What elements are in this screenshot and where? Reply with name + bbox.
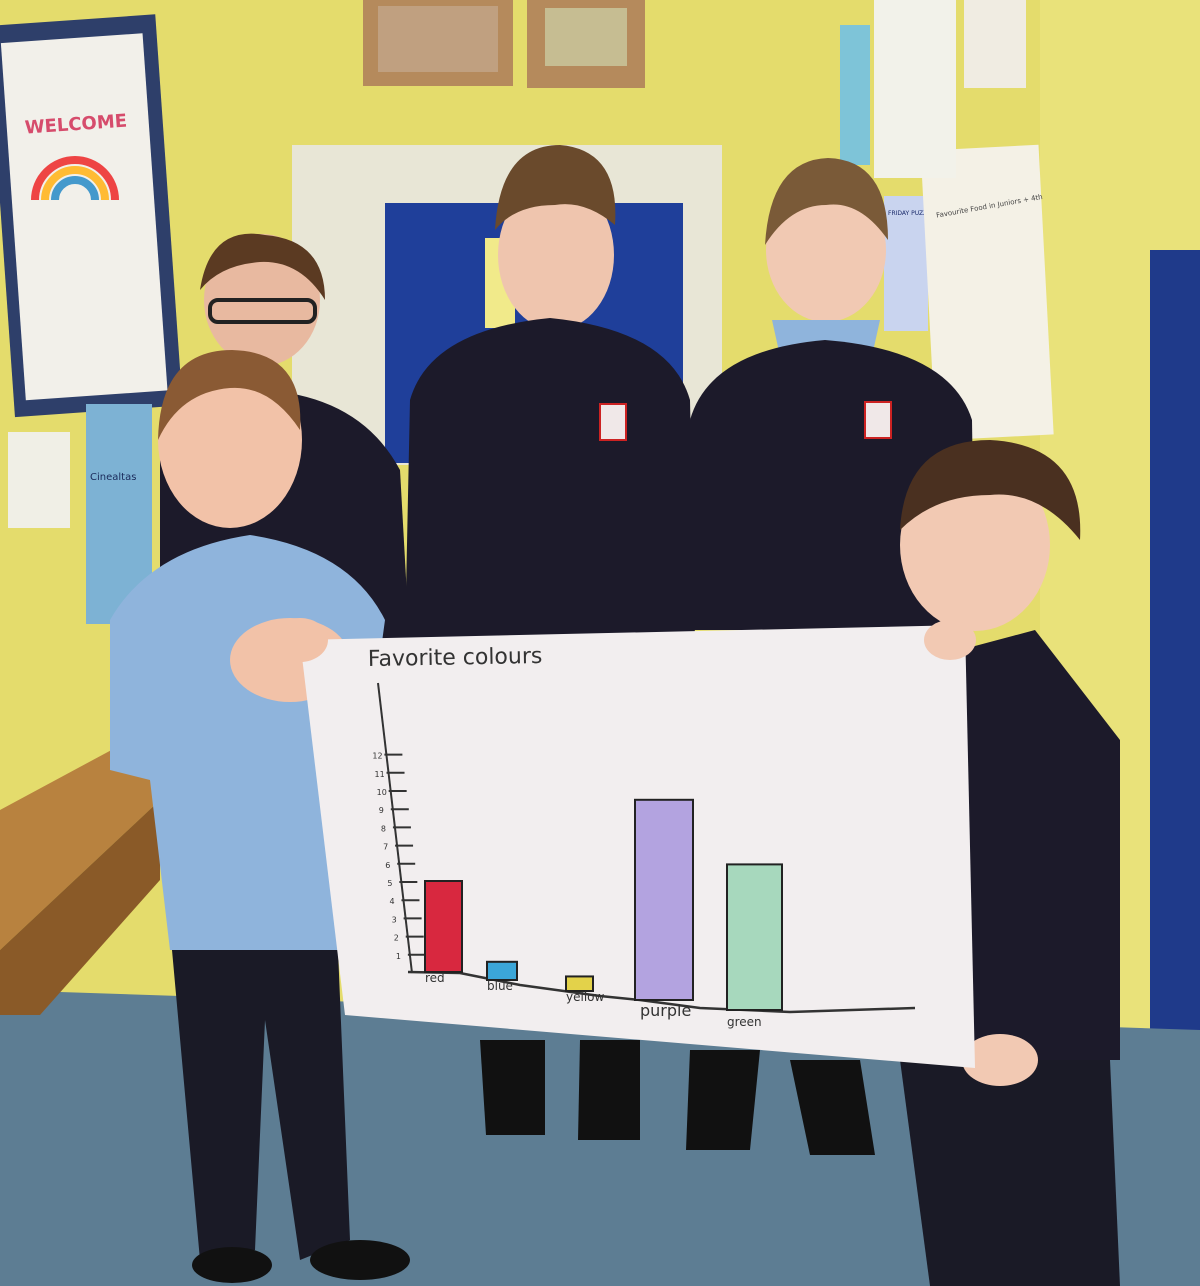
blue-door-frame-right [1150,250,1200,1050]
y-tick-label: 3 [392,915,397,924]
rainbow-core-icon [51,176,99,201]
rainbow-icon [31,156,119,201]
y-tick-label: 10 [377,788,387,797]
puzzle-poster [884,196,928,331]
hero-poster [840,25,870,165]
chart-title: Favorite colours [368,644,543,672]
school-crest-icon [599,403,627,441]
x-axis [407,970,916,1014]
y-tick-label: 11 [375,770,385,779]
bench [0,740,160,950]
x-label-yellow: yellow [566,990,604,1004]
y-tick-label: 7 [383,843,388,852]
bar-green [726,863,783,1012]
y-tick-label: 4 [389,897,394,906]
rainbow-inner-icon [41,166,109,201]
bench-front [0,800,160,1015]
y-tick-label: 5 [387,879,392,888]
x-label-green: green [727,1015,762,1029]
x-label-purple: purple [640,1001,691,1020]
cinema-poster-text: Cinealtas [90,472,136,483]
food-poster [920,144,1054,441]
x-label-red: red [425,971,445,985]
bar-yellow [565,975,594,993]
x-label-blue: blue [487,979,513,993]
y-tick-label: 12 [372,752,382,761]
y-tick-label: 9 [379,806,384,815]
bar-blue [486,960,518,981]
plaque-left-plate [378,6,498,72]
chart-poster-small [8,432,70,528]
grid-poster [874,0,956,178]
bar-red [424,880,463,973]
y-tick-label: 1 [396,952,401,961]
school-crest-icon [864,401,892,439]
y-tick-label: 8 [381,824,386,833]
puzzle-poster-text: FRIDAY PUZZLE TIME [888,210,951,217]
left-hand [272,618,328,662]
child-back-middle [405,145,695,1140]
child-front-right [900,440,1120,1286]
y-tick-label: 2 [394,934,399,943]
plaque-right-plate [545,8,627,66]
y-tick-label: 6 [385,861,390,870]
bar-purple [634,798,694,1001]
small-poster [964,0,1026,88]
glasses-icon [208,298,317,324]
welcome-poster [0,33,168,401]
right-hand [924,620,976,660]
